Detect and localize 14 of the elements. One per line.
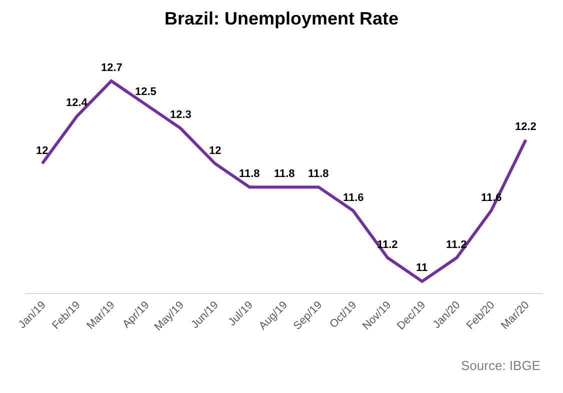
data-label: 12.3 bbox=[170, 109, 192, 121]
data-label: 11.6 bbox=[343, 192, 364, 204]
data-label: 11.8 bbox=[274, 168, 295, 180]
chart-title: Brazil: Unemployment Rate bbox=[164, 8, 399, 28]
data-label: 12.7 bbox=[101, 62, 122, 74]
data-label: 12.2 bbox=[515, 121, 536, 133]
data-label: 12.4 bbox=[66, 97, 88, 109]
source-note: Source: IBGE bbox=[461, 358, 541, 373]
data-label: 11.8 bbox=[239, 168, 260, 180]
data-label: 12 bbox=[209, 145, 222, 157]
data-label: 12.5 bbox=[135, 86, 156, 98]
data-label: 11 bbox=[416, 262, 428, 274]
data-label: 12 bbox=[36, 145, 48, 157]
data-label: 11.8 bbox=[308, 168, 329, 180]
